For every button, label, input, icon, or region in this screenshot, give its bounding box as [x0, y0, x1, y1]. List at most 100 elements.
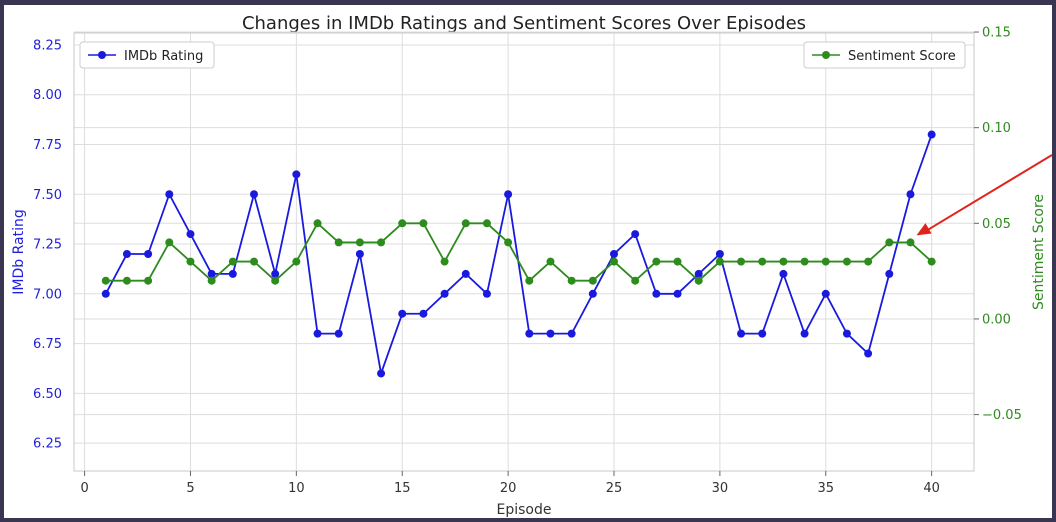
x-axis-title: Episode	[497, 502, 552, 518]
legend-sentiment-box	[803, 41, 966, 69]
sentiment-score-point	[144, 276, 153, 285]
sentiment-score-point	[546, 257, 555, 266]
x-tick-label: 25	[606, 481, 623, 496]
series-lines	[104, 134, 933, 375]
sentiment-score-point	[440, 257, 449, 266]
imdb-rating-point	[906, 190, 915, 199]
sentiment-score-point	[334, 238, 343, 247]
imdb-rating-point	[652, 289, 661, 298]
imdb-rating-point	[821, 289, 830, 298]
y-left-tick-label: 6.75	[33, 337, 62, 352]
x-tick-label: 15	[394, 481, 411, 496]
imdb-rating-point	[398, 309, 407, 318]
sentiment-score-point	[504, 238, 513, 247]
sentiment-score-point	[779, 257, 788, 266]
sentiment-score-point	[927, 257, 936, 266]
imdb-rating-point	[885, 269, 894, 278]
imdb-rating-point	[482, 289, 491, 298]
y-right-axis-title: Sentiment Score	[1031, 194, 1047, 310]
sentiment-score-point	[525, 276, 534, 285]
imdb-rating-point	[927, 130, 936, 139]
sentiment-score-point	[737, 257, 746, 266]
x-tick-label: 35	[817, 481, 834, 496]
sentiment-score-point	[906, 238, 915, 247]
sentiment-score-point	[652, 257, 661, 266]
sentiment-score-point	[864, 257, 873, 266]
imdb-rating-point	[842, 329, 851, 338]
annotation-arrow-shaft	[927, 154, 1052, 231]
imdb-rating-point	[546, 329, 555, 338]
x-tick-label: 30	[712, 481, 729, 496]
imdb-rating-point	[525, 329, 534, 338]
imdb-rating-point	[779, 269, 788, 278]
sentiment-score-point	[821, 257, 830, 266]
imdb-rating-point	[504, 190, 513, 199]
x-tick-label: 40	[923, 481, 940, 496]
imdb-rating-point	[737, 329, 746, 338]
y-right-tick-label: 0.05	[982, 217, 1011, 232]
sentiment-score-point	[758, 257, 767, 266]
sentiment-score-point	[250, 257, 258, 266]
imdb-rating-point	[101, 289, 110, 298]
imdb-rating-point	[144, 249, 153, 258]
y-right-tick-label: 0.00	[982, 312, 1011, 327]
sentiment-score-point	[228, 257, 237, 266]
y-left-tick-label: 8.25	[33, 38, 62, 53]
legend-sentiment-marker	[822, 51, 830, 59]
chart-title: Changes in IMDb Ratings and Sentiment Sc…	[242, 13, 806, 34]
imdb-rating-point	[250, 190, 258, 199]
sentiment-score-point	[567, 276, 576, 285]
imdb-rating-point	[271, 269, 280, 278]
sentiment-score-point	[842, 257, 851, 266]
sentiment-score-point	[800, 257, 809, 266]
imdb-rating-point	[631, 230, 640, 239]
imdb-rating-point	[588, 289, 597, 298]
legend-sentiment-label: Sentiment Score	[848, 49, 956, 64]
imdb-rating-point	[334, 329, 343, 338]
x-tick-label: 0	[80, 481, 88, 496]
y-left-tick-label: 7.75	[33, 138, 62, 153]
chart-frame: Changes in IMDb Ratings and Sentiment Sc…	[4, 5, 1052, 518]
legend-imdb-marker	[98, 51, 106, 59]
sentiment-score-point	[673, 257, 682, 266]
imdb-rating-point	[377, 369, 386, 378]
sentiment-score-point	[292, 257, 301, 266]
sentiment-score-point	[122, 276, 131, 285]
annotation-arrow	[916, 154, 1052, 236]
sentiment-score-point	[482, 219, 491, 228]
imdb-rating-point	[461, 269, 470, 278]
y-left-tick-label: 7.50	[33, 188, 62, 203]
y-right-tick-label: 0.10	[982, 121, 1011, 136]
legend-sentiment: Sentiment Score	[803, 41, 966, 69]
imdb-rating-point	[864, 349, 873, 358]
sentiment-score-point	[461, 219, 470, 228]
sentiment-score-point	[207, 276, 216, 285]
y-left-tick-label: 6.50	[33, 387, 62, 402]
imdb-rating-point	[758, 329, 767, 338]
x-tick-label: 5	[186, 481, 194, 496]
x-tick-label: 10	[288, 481, 305, 496]
y-left-tick-label: 7.25	[33, 238, 62, 253]
imdb-rating-point	[673, 289, 682, 298]
sentiment-score-point	[588, 276, 597, 285]
dual-axis-line-chart: Changes in IMDb Ratings and Sentiment Sc…	[11, 13, 1052, 518]
sentiment-score-point	[610, 257, 618, 266]
x-tick-label: 20	[500, 481, 517, 496]
y-left-tick-label: 7.00	[33, 287, 62, 302]
sentiment-score-point	[694, 276, 703, 285]
y-right-tick-label: 0.15	[982, 26, 1011, 41]
y-right-tick-label: −0.05	[982, 408, 1022, 423]
y-left-tick-label: 8.00	[33, 88, 62, 103]
imdb-rating-point	[228, 269, 237, 278]
imdb-rating-point	[800, 329, 809, 338]
grid-lines	[74, 31, 974, 471]
imdb-rating-point	[292, 170, 301, 179]
sentiment-score-line	[105, 222, 933, 282]
imdb-rating-point	[694, 269, 703, 278]
imdb-rating-point	[715, 249, 724, 258]
sentiment-score-point	[398, 219, 407, 228]
y-left-tick-label: 6.25	[33, 437, 62, 452]
imdb-rating-point	[207, 269, 216, 278]
imdb-rating-point	[567, 329, 576, 338]
imdb-rating-line	[104, 134, 933, 375]
